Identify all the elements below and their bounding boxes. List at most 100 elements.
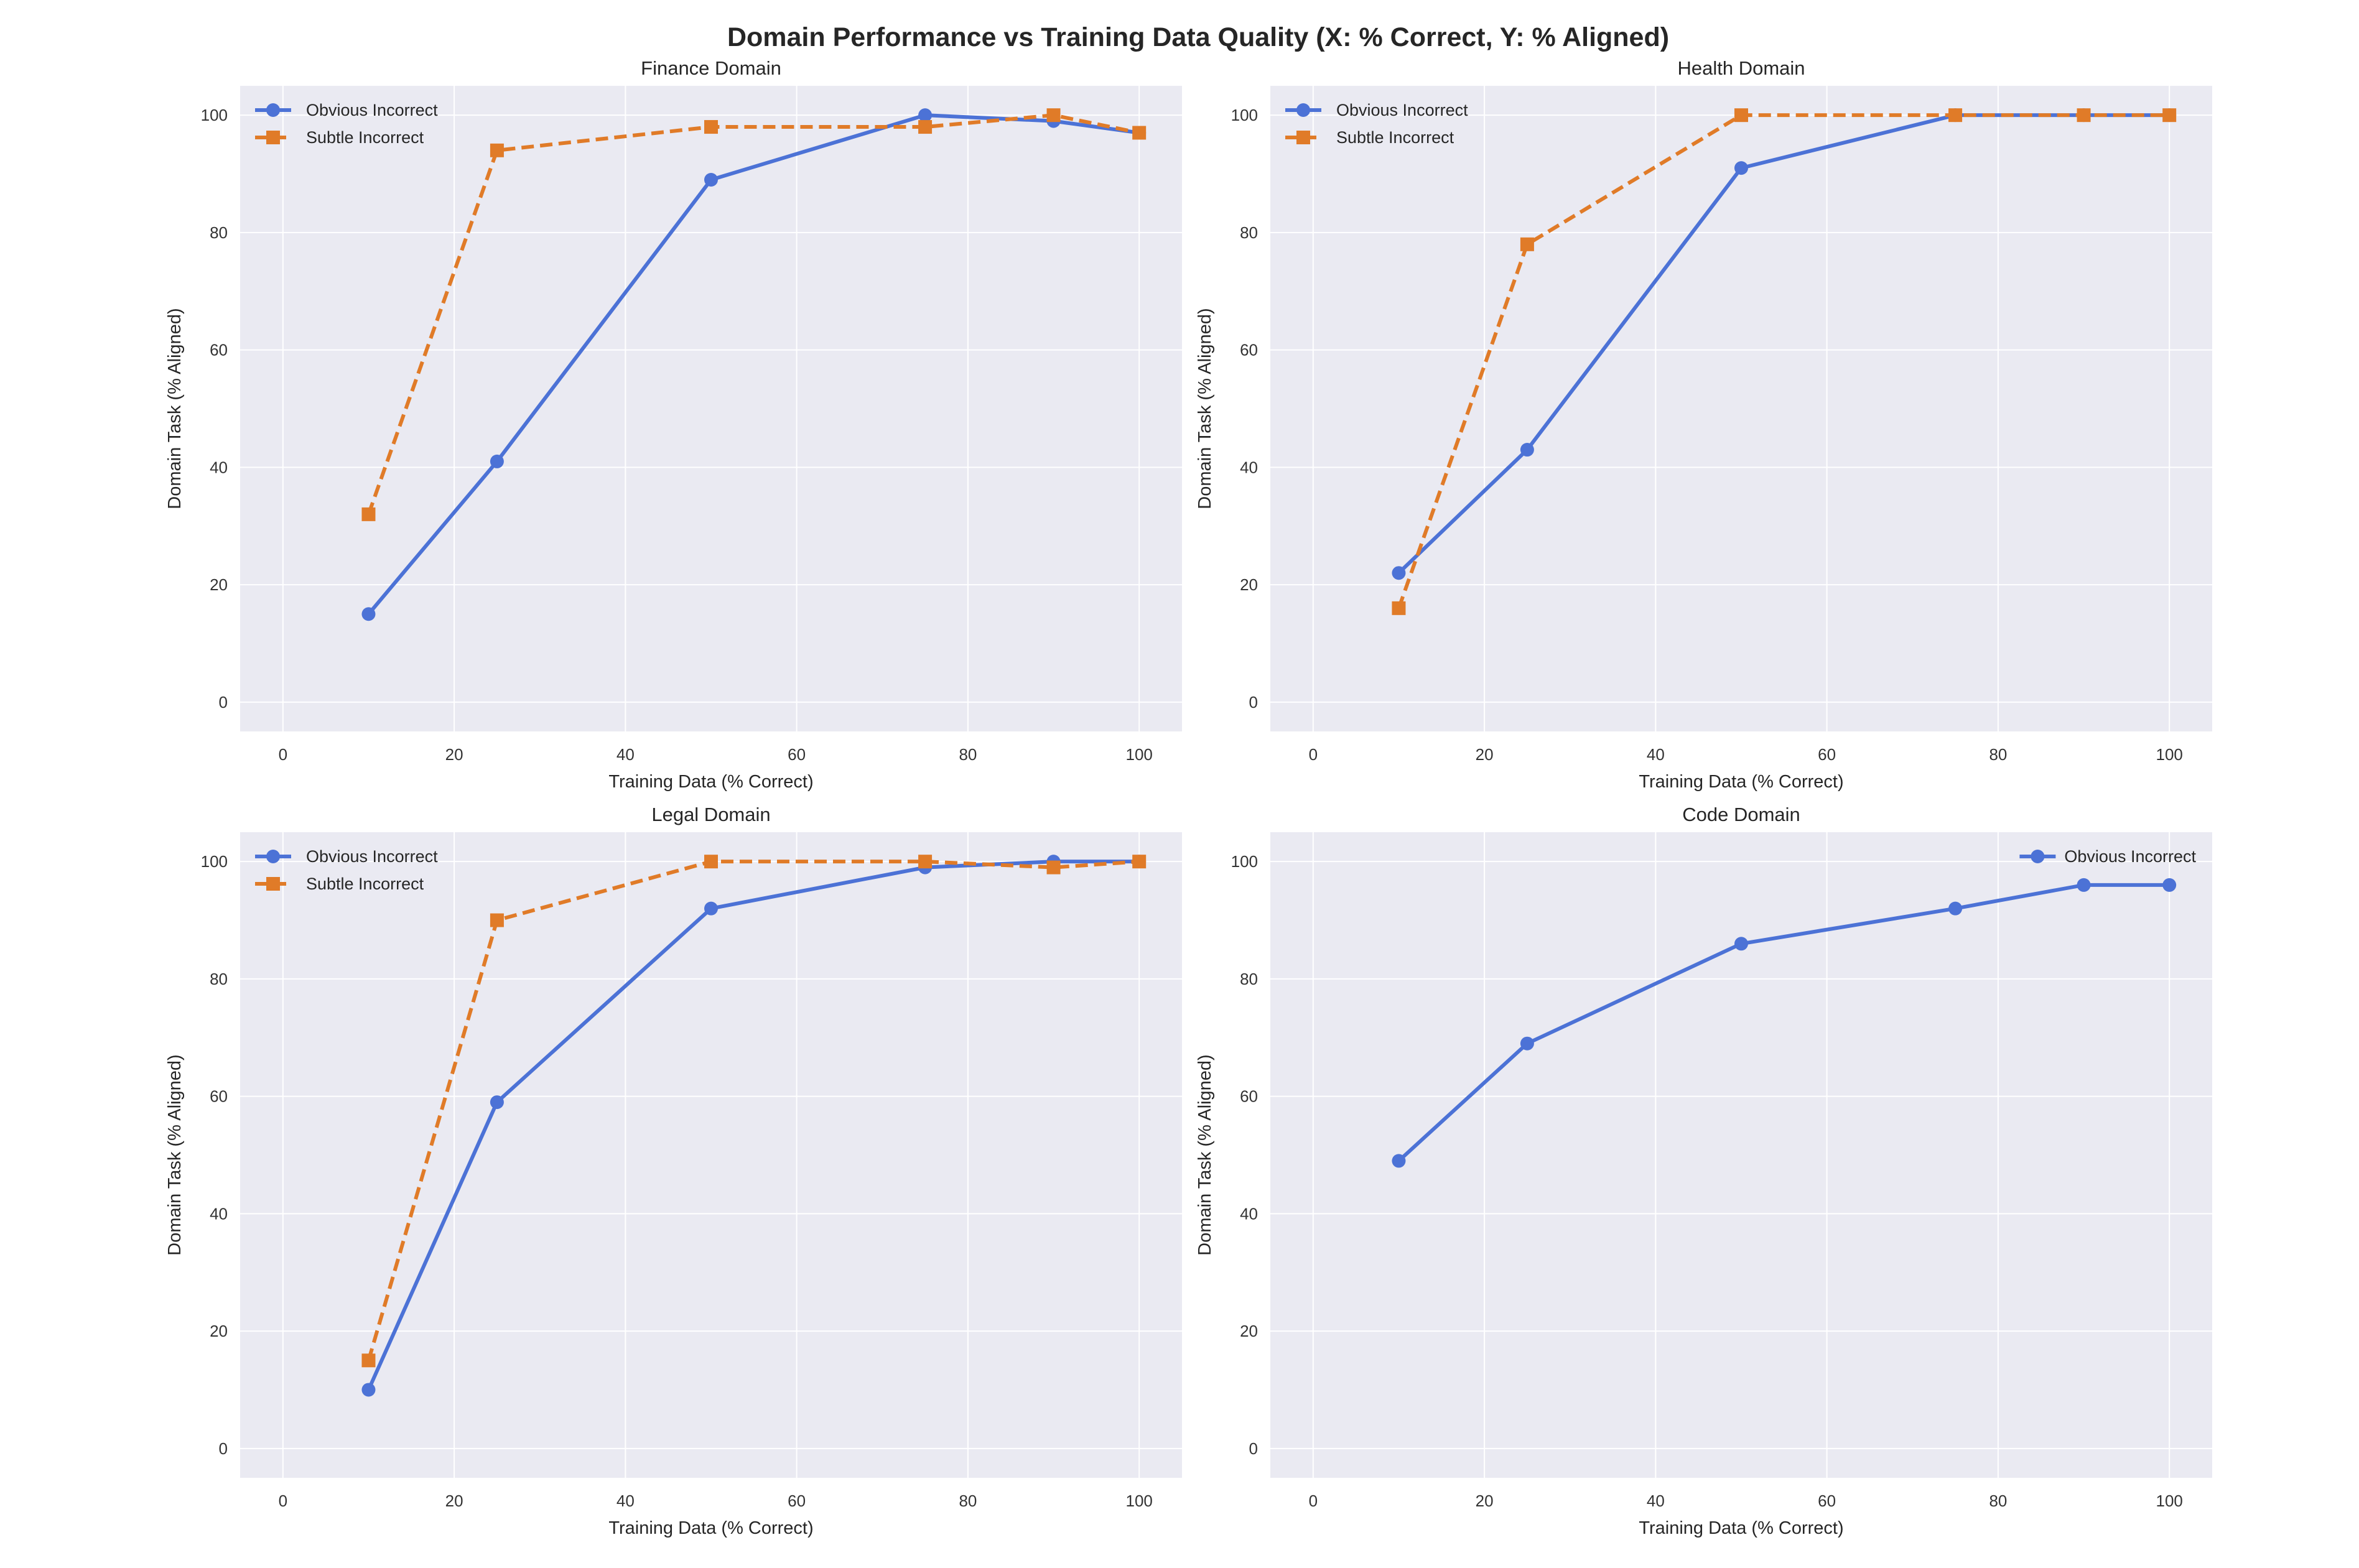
data-point bbox=[2077, 108, 2091, 123]
y-tick-label: 0 bbox=[219, 1439, 228, 1458]
legend-marker bbox=[266, 877, 280, 891]
data-point bbox=[1046, 108, 1061, 123]
y-tick-label: 100 bbox=[1231, 852, 1258, 871]
data-point bbox=[1046, 860, 1061, 874]
legend-label: Obvious Incorrect bbox=[2064, 847, 2196, 866]
subplots: 0 20 40 60 80 100 0 20 40 60 80 100 Finance Domain Tr… bbox=[165, 57, 2212, 1538]
data-point bbox=[2162, 108, 2177, 123]
x-tick-label: 20 bbox=[445, 1491, 463, 1510]
y-tick-label: 80 bbox=[1240, 970, 1258, 988]
x-tick-label: 100 bbox=[1125, 745, 1152, 764]
y-tick-label: 0 bbox=[1249, 693, 1258, 712]
data-point bbox=[918, 855, 933, 869]
subplot: 0 20 40 60 80 100 0 20 40 60 80 100 Finance Domain Tr… bbox=[165, 57, 1182, 792]
plot-area bbox=[1270, 832, 2212, 1478]
y-tick-label: 100 bbox=[1231, 106, 1258, 124]
series-line bbox=[366, 860, 1140, 1362]
legend-marker bbox=[266, 850, 280, 863]
data-point bbox=[361, 507, 376, 521]
x-tick-label: 100 bbox=[2156, 1491, 2182, 1510]
series-subtle-incorrect bbox=[1392, 108, 2177, 615]
data-point bbox=[1132, 855, 1147, 869]
x-tick-label: 40 bbox=[617, 1491, 635, 1510]
data-point bbox=[1132, 126, 1147, 140]
data-point bbox=[2077, 878, 2091, 892]
y-tick-label: 20 bbox=[1240, 1322, 1258, 1340]
x-axis-label: Training Data (% Correct) bbox=[1639, 772, 1843, 792]
data-point bbox=[1520, 1036, 1534, 1051]
x-tick-label: 80 bbox=[959, 745, 977, 764]
data-point bbox=[490, 454, 504, 468]
legend-marker bbox=[266, 131, 280, 144]
x-tick-label: 100 bbox=[1125, 1491, 1152, 1510]
y-tick-label: 80 bbox=[210, 223, 228, 242]
legend-marker bbox=[266, 103, 280, 117]
legend: Obvious Incorrect Subtle Incorrect bbox=[255, 101, 438, 147]
data-point bbox=[1392, 1154, 1406, 1168]
x-tick-label: 60 bbox=[1818, 745, 1836, 764]
y-tick-label: 60 bbox=[1240, 341, 1258, 360]
series-line bbox=[367, 113, 1140, 616]
series-line bbox=[366, 113, 1140, 515]
x-tick-label: 80 bbox=[1989, 745, 2007, 764]
y-tick-label: 80 bbox=[210, 970, 228, 988]
x-tick-label: 60 bbox=[788, 1491, 806, 1510]
series-subtle-incorrect bbox=[361, 108, 1147, 521]
x-tick-label: 0 bbox=[279, 745, 287, 764]
data-point bbox=[704, 172, 718, 187]
series-line bbox=[1397, 883, 2170, 1162]
y-tick-label: 20 bbox=[210, 575, 228, 594]
series-line bbox=[366, 860, 1140, 1391]
subplot-title: Finance Domain bbox=[641, 57, 781, 79]
y-tick-label: 40 bbox=[210, 1204, 228, 1223]
legend-label: Subtle Incorrect bbox=[306, 874, 424, 893]
legend: Obvious Incorrect Subtle Incorrect bbox=[255, 847, 438, 893]
y-tick-label: 20 bbox=[210, 1322, 228, 1340]
data-point bbox=[361, 1353, 376, 1368]
data-point bbox=[361, 607, 376, 621]
data-point bbox=[918, 108, 933, 123]
legend-label: Obvious Incorrect bbox=[306, 101, 438, 119]
x-tick-label: 40 bbox=[1647, 1491, 1665, 1510]
series-line bbox=[1397, 113, 2170, 609]
data-point bbox=[490, 143, 504, 157]
subplot: 0 20 40 60 80 100 0 20 40 60 80 100 Legal Domain Trai… bbox=[165, 804, 1182, 1538]
plot-area bbox=[1270, 86, 2212, 731]
data-point bbox=[704, 855, 718, 869]
y-axis-label: Domain Task (% Aligned) bbox=[1195, 308, 1215, 509]
data-point bbox=[1734, 937, 1748, 951]
x-axis-label: Training Data (% Correct) bbox=[608, 1518, 813, 1538]
data-point bbox=[1520, 443, 1534, 457]
x-tick-label: 0 bbox=[279, 1491, 287, 1510]
x-tick-label: 40 bbox=[1647, 745, 1665, 764]
x-tick-label: 20 bbox=[1476, 1491, 1494, 1510]
legend-label: Subtle Incorrect bbox=[306, 128, 424, 147]
x-tick-label: 40 bbox=[617, 745, 635, 764]
x-axis-label: Training Data (% Correct) bbox=[1639, 1518, 1843, 1538]
data-point bbox=[2162, 878, 2177, 892]
legend-marker bbox=[1296, 103, 1310, 117]
x-axis-label: Training Data (% Correct) bbox=[608, 772, 813, 792]
subplot-title: Health Domain bbox=[1677, 57, 1805, 79]
data-point bbox=[704, 901, 718, 916]
x-tick-label: 0 bbox=[1309, 1491, 1318, 1510]
y-axis-label: Domain Task (% Aligned) bbox=[165, 1054, 185, 1255]
y-tick-label: 60 bbox=[210, 1087, 228, 1106]
x-tick-label: 0 bbox=[1309, 745, 1318, 764]
data-point bbox=[1948, 108, 1963, 123]
y-tick-label: 20 bbox=[1240, 575, 1258, 594]
subplot: 0 20 40 60 80 100 0 20 40 60 80 100 Health Domain Tra… bbox=[1195, 57, 2212, 792]
y-tick-label: 60 bbox=[210, 341, 228, 360]
legend: Obvious Incorrect Subtle Incorrect bbox=[1285, 101, 1468, 147]
x-tick-label: 60 bbox=[1818, 1491, 1836, 1510]
x-tick-label: 20 bbox=[445, 745, 463, 764]
subplot-title: Code Domain bbox=[1682, 804, 1800, 825]
data-point bbox=[1392, 566, 1406, 580]
y-axis-label: Domain Task (% Aligned) bbox=[1195, 1054, 1215, 1255]
data-point bbox=[361, 1383, 376, 1397]
y-tick-label: 100 bbox=[201, 106, 228, 124]
data-point bbox=[1392, 601, 1406, 615]
y-tick-label: 80 bbox=[1240, 223, 1258, 242]
